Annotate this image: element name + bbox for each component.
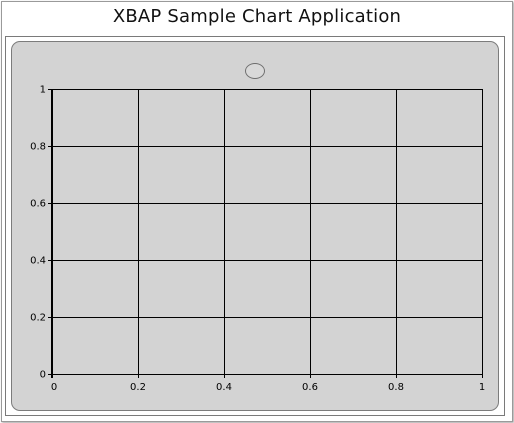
y-tick-label: 0 — [40, 370, 46, 381]
grid-lines — [52, 89, 483, 375]
y-tick-label: 0.8 — [30, 142, 46, 153]
axes — [48, 89, 483, 378]
x-tick-label: 0.2 — [130, 382, 146, 393]
x-axis-ticks: 0 0.2 0.4 0.6 0.8 1 — [51, 382, 485, 393]
x-tick-label: 0 — [51, 382, 57, 393]
y-axis-ticks: 0 0.2 0.4 0.6 0.8 1 — [30, 85, 46, 381]
y-tick-label: 0.4 — [30, 256, 46, 267]
x-tick-label: 1 — [479, 382, 485, 393]
x-tick-label: 0.6 — [302, 382, 318, 393]
y-tick-label: 0.2 — [30, 313, 46, 324]
x-tick-label: 0.8 — [388, 382, 404, 393]
x-tick-label: 0.4 — [216, 382, 232, 393]
chart-panel — [11, 41, 499, 411]
legend-marker-icon — [245, 63, 265, 79]
y-tick-label: 0.6 — [30, 199, 46, 210]
y-tick-label: 1 — [40, 85, 46, 96]
window-title: XBAP Sample Chart Application — [112, 6, 402, 27]
